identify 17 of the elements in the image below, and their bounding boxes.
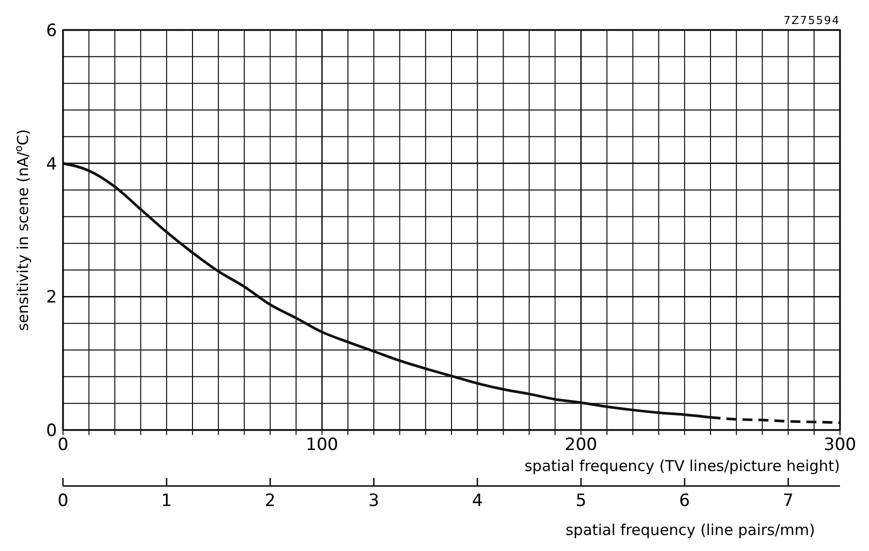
x2-tick-label: 3 xyxy=(368,491,380,511)
x2-tick-label: 1 xyxy=(161,491,172,511)
x2-tick-label: 5 xyxy=(576,491,586,511)
x2-axis-title: spatial frequency (line pairs/mm) xyxy=(566,521,815,539)
x-axis-title: spatial frequency (TV lines/picture height) xyxy=(524,457,840,475)
x2-tick-label: 6 xyxy=(679,491,690,511)
y-tick-label: 0 xyxy=(46,421,57,441)
x-tick-label: 300 xyxy=(824,435,856,455)
y-tick-label: 2 xyxy=(46,288,57,308)
text: 7Z75594 xyxy=(783,14,840,27)
x2-tick-label: 7 xyxy=(782,491,794,511)
x-tick-label: 200 xyxy=(564,435,598,455)
x-tick-label: 100 xyxy=(306,435,338,455)
y-tick-label: 6 xyxy=(46,21,57,41)
x2-tick-label: 4 xyxy=(472,491,483,511)
y-tick-label: 4 xyxy=(46,154,57,174)
x2-tick-label: 2 xyxy=(264,491,276,511)
